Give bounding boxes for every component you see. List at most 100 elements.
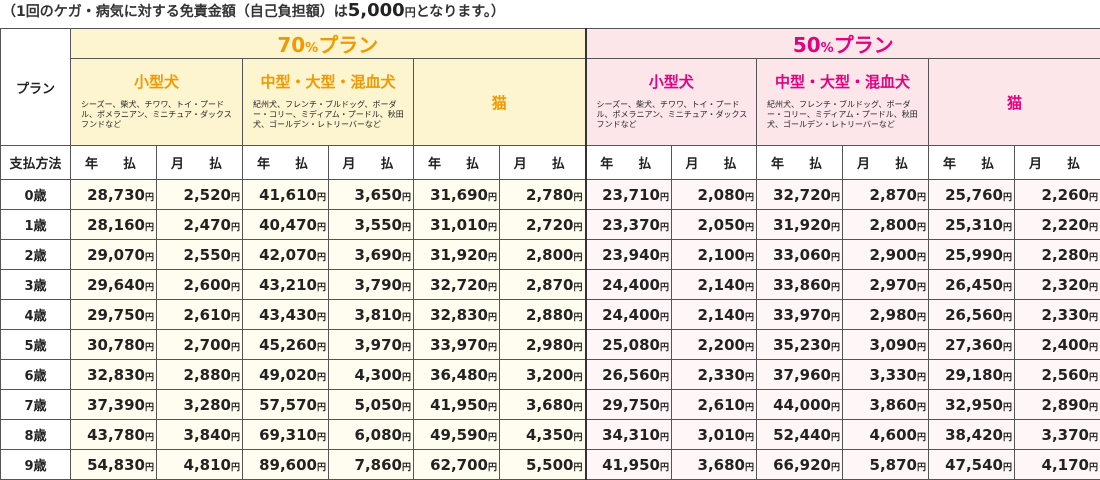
note-prefix: （1回のケガ・病気に対する免責金額（自己負担額）は — [2, 4, 348, 20]
premium-cell: 2,140円 — [672, 270, 757, 300]
premium-amount: 41,950 — [430, 396, 488, 414]
yen-unit: 円 — [402, 283, 411, 293]
yen-unit: 円 — [917, 193, 926, 203]
premium-cell: 89,600円 — [243, 450, 329, 480]
premium-cell: 28,160円 — [71, 210, 157, 240]
yen-unit: 円 — [317, 403, 326, 413]
premium-cell: 2,800円 — [500, 240, 586, 270]
premium-cell: 31,690円 — [414, 180, 500, 210]
premium-amount: 5,500 — [526, 456, 573, 474]
premium-cell: 32,830円 — [414, 300, 500, 330]
premium-cell: 3,650円 — [329, 180, 414, 210]
plan-50-pct: 50 — [793, 33, 821, 57]
yen-unit: 円 — [402, 433, 411, 443]
yen-unit: 円 — [317, 283, 326, 293]
yen-unit: 円 — [402, 373, 411, 383]
yen-unit: 円 — [660, 343, 669, 353]
premium-cell: 3,860円 — [843, 390, 929, 420]
age-cell: 7歳 — [1, 390, 71, 420]
yen-unit: 円 — [1003, 373, 1012, 383]
premium-amount: 2,080 — [698, 186, 745, 204]
premium-cell: 2,870円 — [500, 270, 586, 300]
premium-cell: 35,230円 — [757, 330, 843, 360]
premium-amount: 2,470 — [184, 216, 231, 234]
yen-unit: 円 — [573, 373, 582, 383]
premium-amount: 3,370 — [1042, 426, 1089, 444]
premium-amount: 33,970 — [430, 336, 488, 354]
yen-unit: 円 — [917, 433, 926, 443]
premium-cell: 29,070円 — [71, 240, 157, 270]
premium-amount: 89,600 — [259, 456, 317, 474]
yen-unit: 円 — [1003, 223, 1012, 233]
yen-unit: 円 — [831, 253, 840, 263]
yen-unit: 円 — [745, 283, 754, 293]
yen-unit: 円 — [917, 343, 926, 353]
yen-unit: 円 — [488, 463, 497, 473]
premium-cell: 3,810円 — [329, 300, 414, 330]
age-cell: 1歳 — [1, 210, 71, 240]
yen-unit: 円 — [488, 193, 497, 203]
plan-50-cat: 猫 — [929, 59, 1100, 146]
premium-cell: 7,860円 — [329, 450, 414, 480]
yen-unit: 円 — [660, 253, 669, 263]
premium-cell: 25,760円 — [929, 180, 1015, 210]
premium-amount: 31,690 — [430, 186, 488, 204]
breed-list: シーズー、柴犬、チワワ、トイ・プードル、ポメラニアン、ミニチュア・ダックスフンド… — [587, 92, 757, 130]
premium-cell: 3,200円 — [500, 360, 586, 390]
premium-cell: 5,870円 — [843, 450, 929, 480]
yen-unit: 円 — [231, 223, 240, 233]
premium-cell: 4,810円 — [157, 450, 243, 480]
category-name: 中型・大型・混血犬 — [757, 71, 928, 92]
premium-amount: 30,780 — [87, 336, 145, 354]
premium-amount: 37,390 — [87, 396, 145, 414]
premium-cell: 31,010円 — [414, 210, 500, 240]
deductible-yen: 円 — [405, 6, 416, 19]
premium-amount: 49,590 — [430, 426, 488, 444]
premium-amount: 2,700 — [184, 336, 231, 354]
note-suffix: となります。） — [416, 4, 505, 20]
premium-amount: 2,520 — [184, 186, 231, 204]
yen-unit: 円 — [1089, 433, 1098, 443]
premium-cell: 3,680円 — [672, 450, 757, 480]
yen-unit: 円 — [231, 373, 240, 383]
premium-amount: 2,200 — [698, 336, 745, 354]
yen-unit: 円 — [402, 223, 411, 233]
premium-amount: 32,720 — [430, 276, 488, 294]
plan-70-cat: 猫 — [414, 59, 586, 146]
yen-unit: 円 — [745, 403, 754, 413]
premium-amount: 69,310 — [259, 426, 317, 444]
premium-amount: 23,940 — [602, 246, 660, 264]
yen-unit: 円 — [1003, 193, 1012, 203]
plan-50-header: 50%プラン — [586, 29, 1100, 59]
category-name: 中型・大型・混血犬 — [243, 71, 413, 92]
yen-unit: 円 — [745, 223, 754, 233]
premium-cell: 23,370円 — [586, 210, 672, 240]
yen-unit: 円 — [573, 403, 582, 413]
premium-cell: 3,790円 — [329, 270, 414, 300]
yen-unit: 円 — [402, 343, 411, 353]
yen-unit: 円 — [573, 463, 582, 473]
premium-amount: 32,830 — [430, 306, 488, 324]
premium-cell: 2,610円 — [672, 390, 757, 420]
premium-amount: 26,560 — [602, 366, 660, 384]
premium-cell: 5,500円 — [500, 450, 586, 480]
premium-amount: 3,840 — [184, 426, 231, 444]
premium-cell: 2,050円 — [672, 210, 757, 240]
premium-cell: 41,950円 — [414, 390, 500, 420]
yen-unit: 円 — [145, 283, 154, 293]
premium-amount: 31,920 — [430, 246, 488, 264]
yen-unit: 円 — [831, 313, 840, 323]
yen-unit: 円 — [1089, 403, 1098, 413]
breed-list: シーズー、柴犬、チワワ、トイ・プードル、ポメラニアン、ミニチュア・ダックスフンド… — [71, 92, 242, 130]
premium-cell: 29,750円 — [71, 300, 157, 330]
age-cell: 8歳 — [1, 420, 71, 450]
premium-cell: 2,980円 — [843, 300, 929, 330]
premium-amount: 42,070 — [259, 246, 317, 264]
premium-amount: 2,870 — [870, 186, 917, 204]
premium-amount: 2,280 — [1042, 246, 1089, 264]
premium-cell: 32,830円 — [71, 360, 157, 390]
